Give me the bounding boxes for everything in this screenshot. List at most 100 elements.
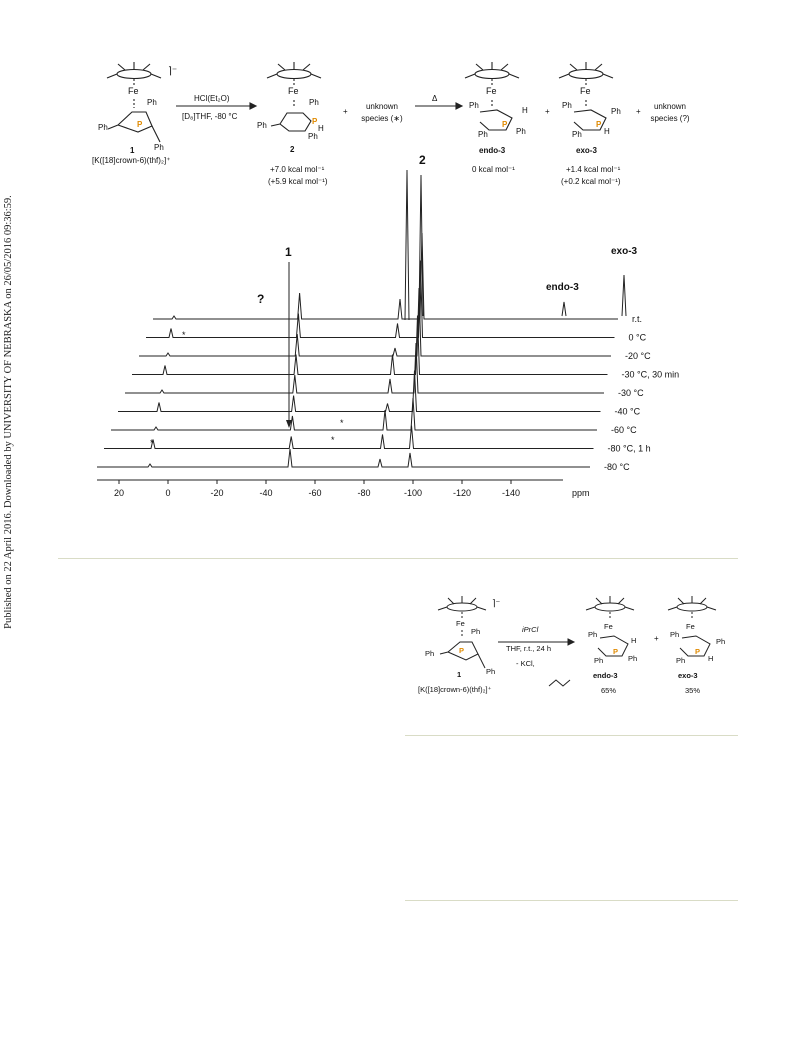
- cmpd1-structure: [106, 62, 162, 143]
- fe-label: Fe: [288, 86, 299, 96]
- section-divider: [405, 900, 738, 901]
- x-axis-tick-label: -140: [502, 488, 520, 498]
- cmpd1-counterion: [K([18]crown-6)(thf)₂]⁺: [92, 156, 171, 165]
- peak-label-2: 2: [419, 153, 426, 167]
- charge-label: ⌉⁻: [168, 66, 178, 77]
- ph-label: Ph: [611, 107, 621, 116]
- nmr-trace-label: 0 °C: [629, 333, 647, 343]
- x-axis-tick-label: 0: [165, 488, 170, 498]
- scheme2-structures: [437, 596, 717, 687]
- peak-label-exo3: exo-3: [611, 246, 638, 257]
- fe-label: Fe: [456, 619, 465, 628]
- nmr-trace: [111, 397, 597, 431]
- cmpd1-label: 1: [130, 146, 135, 155]
- p-label: P: [502, 120, 508, 129]
- peak-label-star: *: [340, 418, 344, 428]
- cmpd2-energy: +7.0 kcal mol⁻¹: [270, 165, 325, 174]
- p-label: P: [613, 647, 619, 656]
- exo3-structure: [558, 62, 614, 131]
- plus-sign: +: [545, 107, 550, 116]
- fe-label: Fe: [604, 622, 613, 631]
- arrow1-reagent: HCl(Et₂O): [194, 94, 230, 103]
- unknown-species-label: unknown: [653, 102, 687, 111]
- exo3-label: exo-3: [678, 671, 698, 680]
- peak-label-1: 1: [285, 245, 292, 259]
- peak-label-question: ?: [257, 292, 264, 306]
- ph-label: Ph: [670, 630, 680, 639]
- ph-label: Ph: [147, 98, 157, 107]
- endo3-label: endo-3: [593, 671, 618, 680]
- cmpd2-structure: [266, 62, 322, 132]
- p-label: P: [137, 120, 143, 129]
- x-axis-tick-label: -60: [308, 488, 321, 498]
- exo3-label: exo-3: [576, 146, 597, 155]
- charge-label: ⌉⁻: [492, 598, 501, 608]
- h-label: H: [604, 127, 610, 136]
- fe-label: Fe: [486, 86, 497, 96]
- h-label: H: [631, 636, 637, 645]
- nmr-trace: [146, 260, 615, 338]
- unknown-species-label: species (?): [650, 114, 690, 123]
- conditions-label: THF, r.t., 24 h: [506, 644, 552, 653]
- unknown-species-label: species (∗): [361, 114, 403, 123]
- exo3-yield: 35%: [685, 686, 701, 695]
- unknown-species-label: unknown: [365, 102, 399, 111]
- ph-label: Ph: [516, 127, 526, 136]
- ph-label: Ph: [628, 654, 638, 663]
- endo3-energy: 0 kcal mol⁻¹: [472, 165, 515, 174]
- nmr-trace: [139, 287, 611, 357]
- ph-label: Ph: [588, 630, 598, 639]
- peak-1-arrowhead: [286, 420, 292, 428]
- peak-label-endo3: endo-3: [546, 282, 579, 293]
- p-label: P: [312, 117, 318, 126]
- x-axis-tick-label: -120: [453, 488, 471, 498]
- nmr-trace-label: -60 °C: [611, 425, 637, 435]
- exo3-energy: +1.4 kcal mol⁻¹: [566, 165, 621, 174]
- exo3-energy-alt: (+0.2 kcal mol⁻¹): [561, 177, 621, 186]
- p-label: P: [596, 120, 602, 129]
- nmr-trace-label: -30 °C: [618, 388, 644, 398]
- nmr-trace: [153, 232, 618, 320]
- ph-label: Ph: [676, 656, 686, 665]
- cmpd1-label: 1: [457, 670, 462, 679]
- endo3-label: endo-3: [479, 146, 506, 155]
- cmpd2-label: 2: [290, 145, 295, 154]
- p-label: P: [695, 647, 701, 656]
- endo3-yield: 65%: [601, 686, 617, 695]
- nmr-trace-label: -40 °C: [615, 407, 641, 417]
- fe-label: Fe: [686, 622, 695, 631]
- peak-label-star: *: [150, 438, 154, 448]
- nmr-trace-label: r.t.: [632, 314, 642, 324]
- nmr-trace-label: -30 °C, 30 min: [622, 370, 680, 380]
- nmr-trace-label: -80 °C: [604, 462, 630, 472]
- nmr-stack-plot: r.t. 0 °C -20 °C -30 °C, 30 min -30 °C -40 °C…: [97, 153, 680, 498]
- byproduct-label: - KCl,: [516, 659, 535, 668]
- nmr-trace: [125, 342, 604, 394]
- cmpd2-energy-alt: (+5.9 kcal mol⁻¹): [268, 177, 328, 186]
- x-axis-unit: ppm: [572, 488, 590, 498]
- fe-label: Fe: [128, 86, 139, 96]
- ph-label: Ph: [308, 132, 318, 141]
- ph-label: Ph: [469, 101, 479, 110]
- peak-label-star: *: [331, 435, 335, 445]
- ph-label: Ph: [562, 101, 572, 110]
- peak-2-line: [404, 169, 410, 321]
- nmr-trace-label: -80 °C, 1 h: [608, 444, 651, 454]
- fe-label: Fe: [580, 86, 591, 96]
- scheme1-structures: [106, 62, 614, 143]
- ph-label: Ph: [486, 667, 496, 676]
- ph-label: Ph: [425, 649, 435, 658]
- ph-label: Ph: [154, 143, 164, 152]
- plus-sign: +: [636, 107, 641, 116]
- arrow1-conditions: [D₈]THF, -80 °C: [182, 112, 238, 121]
- ph-label: Ph: [478, 130, 488, 139]
- ph-label: Ph: [257, 121, 267, 130]
- heat-label: Δ: [432, 94, 438, 103]
- x-axis-tick-label: 20: [114, 488, 124, 498]
- section-divider: [405, 735, 738, 736]
- endo3-structure: [464, 62, 520, 131]
- h-label: H: [708, 654, 714, 663]
- ph-label: Ph: [309, 98, 319, 107]
- cmpd1-counterion: [K([18]crown-6)(thf)₂]⁺: [418, 685, 492, 694]
- ph-label: Ph: [716, 637, 726, 646]
